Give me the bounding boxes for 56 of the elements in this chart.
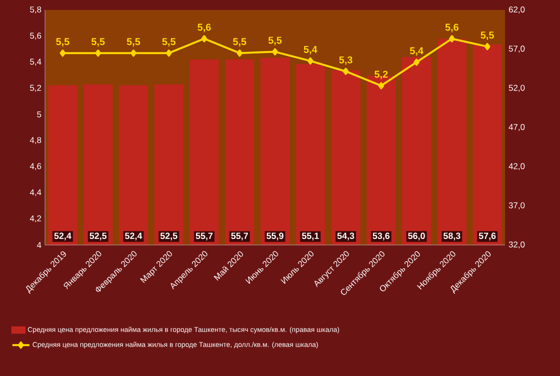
data-label: 56,0 [408,232,425,240]
data-label: 5,6 [445,24,458,32]
data-label: 52,5 [90,232,107,240]
data-label: 55,7 [231,232,248,240]
point [130,49,136,57]
point [236,49,243,57]
point [448,35,455,42]
data-label: 55,1 [302,232,319,240]
y2-tick-label: 52,0 [508,84,525,92]
data-label: 5,5 [268,36,282,46]
data-label: 58,3 [443,232,460,240]
point [414,58,420,66]
y-tick-label: 5,2 [30,84,42,92]
point [272,48,278,56]
data-label: 52,4 [54,232,72,240]
y2-tick-label: 47,0 [508,124,525,131]
y-tick-label: 5 [37,111,42,118]
point [166,49,172,57]
y-tick-label: 4,2 [30,215,42,222]
data-label: 5,5 [480,32,494,40]
data-label: 52,4 [125,232,142,240]
y-tick-label: 4 [36,242,42,248]
y2-tick-label: 57,0 [508,46,525,53]
data-label: 5,3 [339,56,352,65]
point [95,49,102,57]
data-label: 57,6 [478,232,496,240]
data-label: 5,4 [410,47,424,56]
point [201,35,208,42]
data-label: 5,5 [233,38,246,47]
point [378,82,384,90]
data-label: 5,4 [304,46,318,54]
data-label: 5,5 [126,38,140,47]
y-tick-label: 5,6 [30,32,42,40]
point [60,49,66,57]
data-label: 5,5 [56,38,70,47]
data-label: 5,2 [374,70,388,80]
data-label: 5,5 [91,38,105,47]
y-tick-label: 4,8 [30,137,42,144]
y2-tick-label: 42,0 [508,163,525,170]
data-label: 55,7 [196,232,213,240]
point [307,57,314,65]
data-label: 5,5 [162,38,176,47]
data-label: 52,5 [160,232,178,240]
y2-tick-label: 62,0 [508,6,525,14]
data-label: 54,3 [337,232,354,240]
point [484,42,490,50]
data-label: 5,6 [198,24,211,32]
y-tick-label: 4,6 [30,163,42,170]
data-label: 53,6 [372,232,390,240]
y-tick-label: 5,4 [30,58,42,66]
y2-tick-label: 37,0 [508,202,525,210]
y2-tick-label: 32,0 [508,242,525,248]
y-tick-label: 5,8 [30,6,42,14]
point [342,68,349,75]
y-tick-label: 4,4 [30,189,42,196]
data-label: 55,9 [266,232,284,240]
